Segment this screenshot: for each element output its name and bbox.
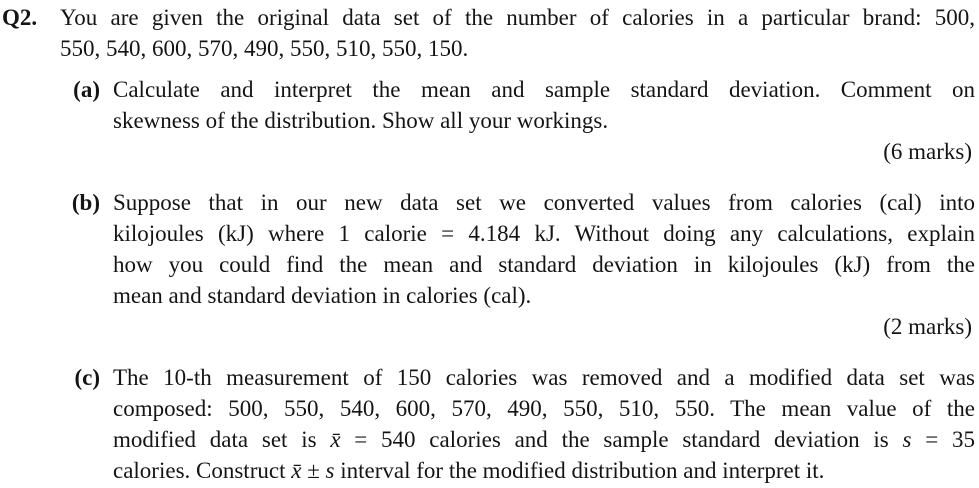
part-b-label: (b) — [71, 190, 100, 215]
part-c-block: (c) The 10-th measurement of 150 calorie… — [74, 362, 975, 486]
part-c-line-3-text: modified data set is — [113, 427, 331, 452]
part-c-line-3: modified data set is x̄ = 540 calories a… — [113, 424, 975, 455]
part-c-line-4-text: calories. Construct — [113, 458, 292, 483]
question-number-label: Q2. — [2, 5, 38, 30]
part-b-line-1: Suppose that in our new data set we conv… — [113, 190, 975, 215]
part-c-line-3-text: = 35 — [911, 427, 975, 452]
interval-expression: x̄ ± s — [291, 458, 335, 483]
part-c-line-2: composed: 500, 550, 540, 600, 570, 490, … — [113, 396, 975, 421]
part-c-line-3-text: = 540 calories and the sample standard d… — [340, 427, 903, 452]
part-b-line-4: mean and standard deviation in calories … — [113, 283, 532, 308]
part-b-block: (b) Suppose that in our new data set we … — [72, 187, 975, 311]
question-q2-block: Q2. You are given the original data set … — [2, 2, 975, 64]
stddev-symbol: s — [902, 427, 912, 452]
question-intro-line-1: You are given the original data set of t… — [60, 5, 975, 30]
part-a-line-2: skewness of the distribution. Show all y… — [113, 108, 609, 133]
question-intro-line-2: 550, 540, 600, 570, 490, 550, 510, 550, … — [60, 36, 469, 61]
part-c-line-4: calories. Construct x̄ ± s interval for … — [113, 455, 975, 486]
part-c-line-1: The 10-th measurement of 150 calories wa… — [113, 365, 975, 390]
part-a-line-1: Calculate and interpret the mean and sam… — [113, 77, 975, 102]
mean-symbol: x̄ — [330, 427, 341, 452]
part-a-block: (a) Calculate and interpret the mean and… — [73, 74, 975, 136]
part-b-marks: (2 marks) — [883, 314, 972, 339]
part-b-line-2: kilojoules (kJ) where 1 calorie = 4.184 … — [113, 221, 975, 246]
part-a-label: (a) — [73, 77, 100, 102]
part-c-label: (c) — [74, 365, 100, 390]
part-a-marks: (6 marks) — [883, 139, 972, 164]
part-b-line-3: how you could find the mean and standard… — [113, 252, 975, 277]
part-c-line-4-text: interval for the modified distribution a… — [334, 458, 825, 483]
